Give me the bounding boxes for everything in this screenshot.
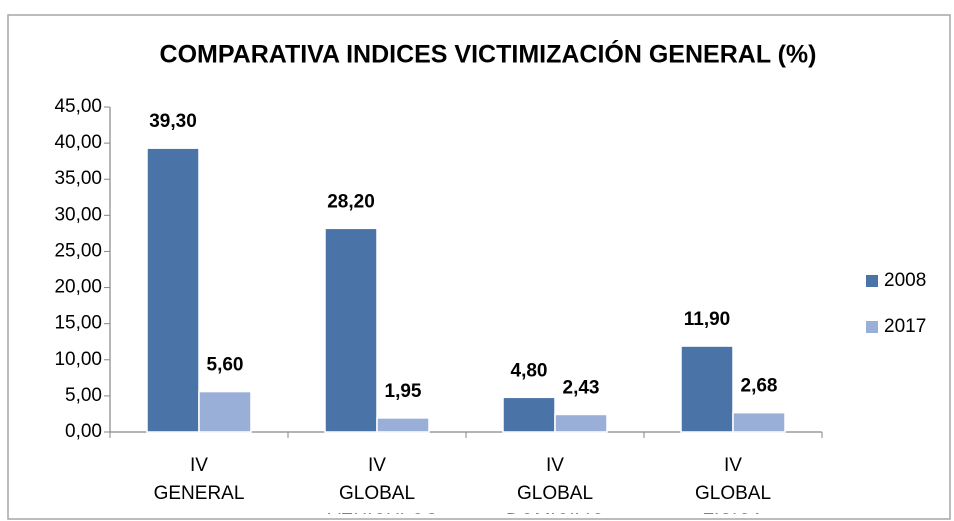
y-tick-label: 5,00 <box>65 385 102 406</box>
x-tick-label: IV GENERAL <box>153 455 245 504</box>
bar <box>502 396 556 433</box>
x-tick-label: IV GLOBAL VEHICULOS <box>328 455 438 514</box>
bar <box>554 413 608 433</box>
y-tick-label: 40,00 <box>54 132 102 153</box>
bar <box>198 390 252 433</box>
value-label: 39,30 <box>149 111 197 132</box>
bar <box>376 417 430 433</box>
bar <box>680 345 734 433</box>
y-tick-label: 35,00 <box>54 168 102 189</box>
y-tick-label: 25,00 <box>54 240 102 261</box>
x-tick-label: IV GLOBAL FISICA <box>694 455 772 514</box>
bar <box>324 227 378 433</box>
value-label: 2,43 <box>563 377 600 398</box>
y-tick-label: 20,00 <box>54 277 102 298</box>
value-label: 4,80 <box>511 360 548 381</box>
x-tick-label-box: IV GLOBAL VEHICULOS <box>328 455 438 514</box>
value-label: 28,20 <box>327 191 375 212</box>
y-tick-label: 45,00 <box>54 96 102 117</box>
y-tick-label: 0,00 <box>65 421 102 442</box>
y-tick-label: 10,00 <box>54 349 102 370</box>
legend-swatch <box>866 321 878 333</box>
legend-swatch <box>866 275 878 287</box>
y-tick-label: 30,00 <box>54 204 102 225</box>
bar <box>732 411 786 433</box>
legend-label: 2017 <box>884 316 926 337</box>
value-label: 2,68 <box>741 376 778 397</box>
legend-label: 2008 <box>884 270 926 291</box>
x-tick-label-box: IV GLOBAL DOMICILIO <box>506 455 605 514</box>
value-label: 5,60 <box>207 355 244 376</box>
value-label: 11,90 <box>684 309 731 330</box>
value-label: 1,95 <box>385 381 422 402</box>
chart-title: COMPARATIVA INDICES VICTIMIZACIÓN GENERA… <box>160 39 817 69</box>
bar <box>146 147 200 433</box>
y-tick-label: 15,00 <box>54 313 102 334</box>
x-tick-label-box: IV GENERAL <box>153 455 245 504</box>
x-tick-label-box: IV GLOBAL FISICA <box>694 455 772 514</box>
x-tick-label: IV GLOBAL DOMICILIO <box>506 455 605 514</box>
